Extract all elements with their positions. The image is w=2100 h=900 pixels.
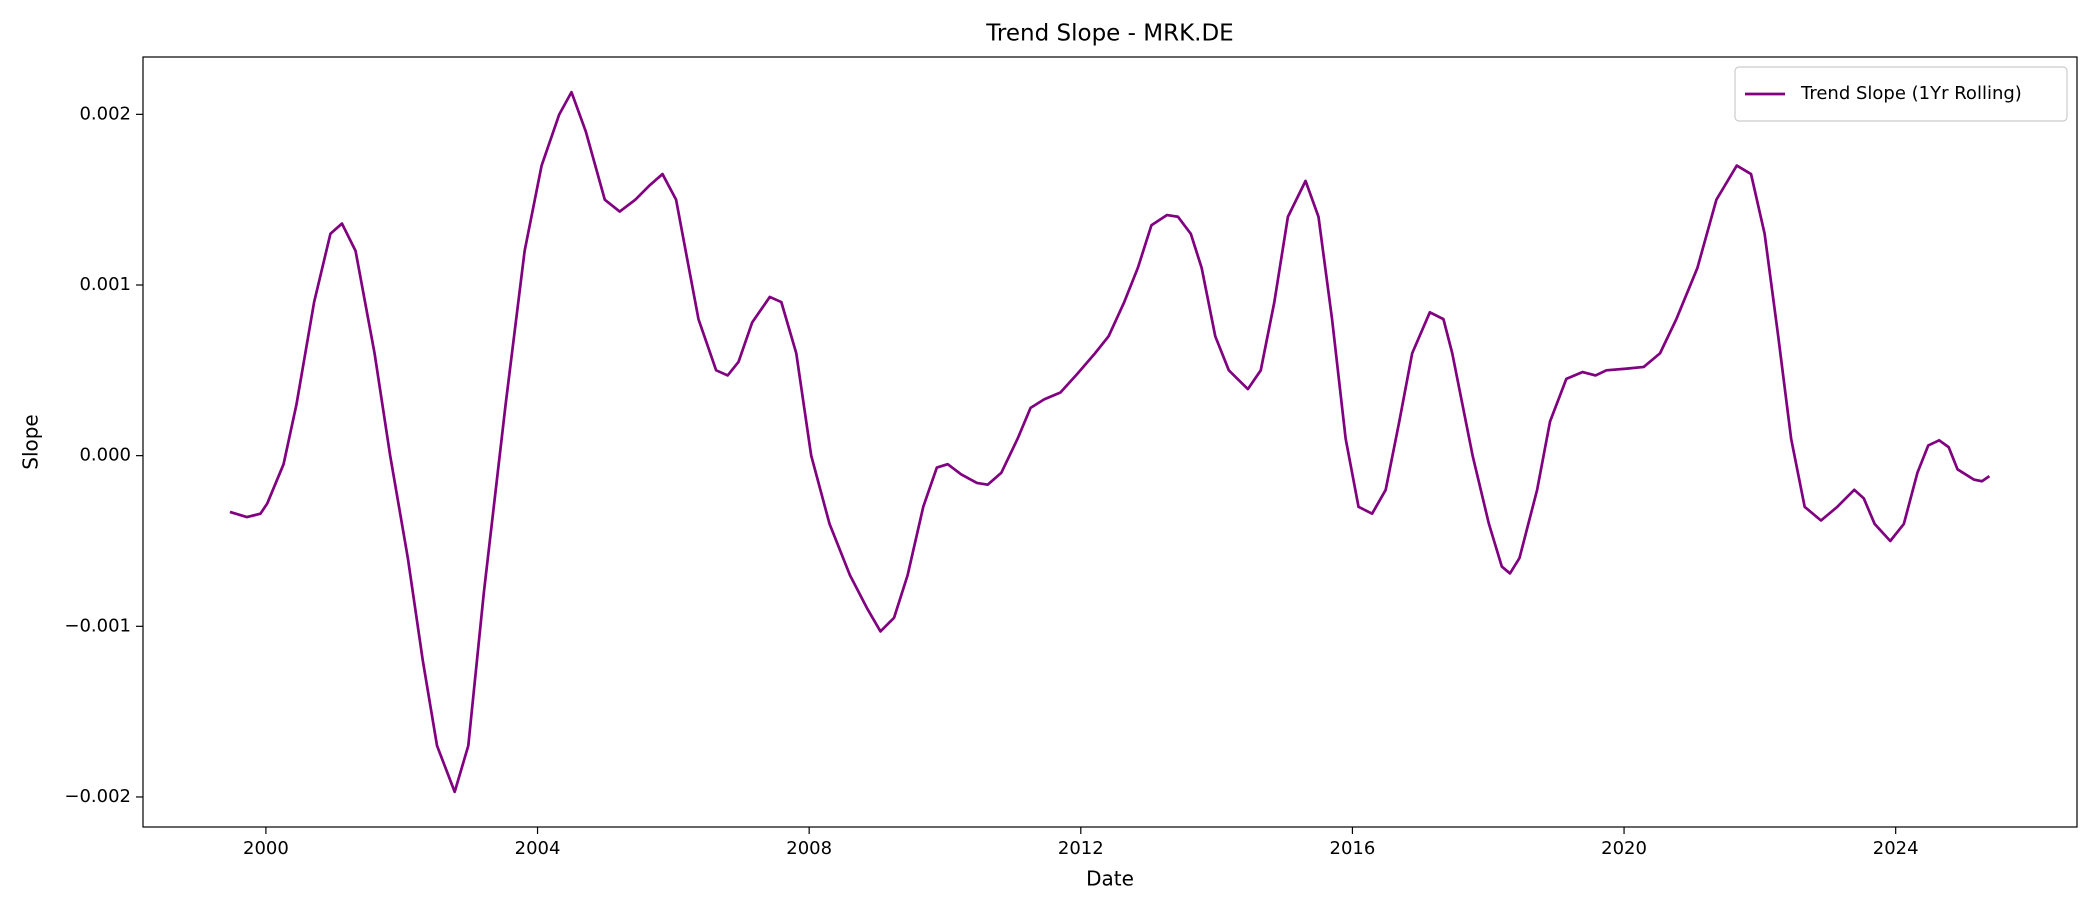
x-tick-label: 2020 [1601,838,1647,859]
y-axis-label: Slope [19,414,43,470]
y-tick-label: 0.001 [79,274,131,295]
y-tick-label: −0.001 [64,615,131,636]
x-tick-label: 2000 [243,838,289,859]
x-tick-label: 2016 [1330,838,1376,859]
legend-box [1734,66,2068,122]
y-tick-label: −0.002 [64,786,131,807]
y-tick-label: 0.002 [79,103,131,124]
x-tick-label: 2012 [1058,838,1104,859]
x-tick-label: 2024 [1873,838,1919,859]
y-tick-label: 0.000 [79,445,131,466]
chart-title: Trend Slope - MRK.DE [985,21,1233,47]
x-tick-label: 2004 [515,838,561,859]
x-tick-label: 2008 [786,838,832,859]
series-line [229,90,1991,794]
x-axis-label: Date [1086,867,1134,891]
legend-label: Trend Slope (1Yr Rolling) [1800,83,2022,104]
plot-frame [142,56,2078,828]
